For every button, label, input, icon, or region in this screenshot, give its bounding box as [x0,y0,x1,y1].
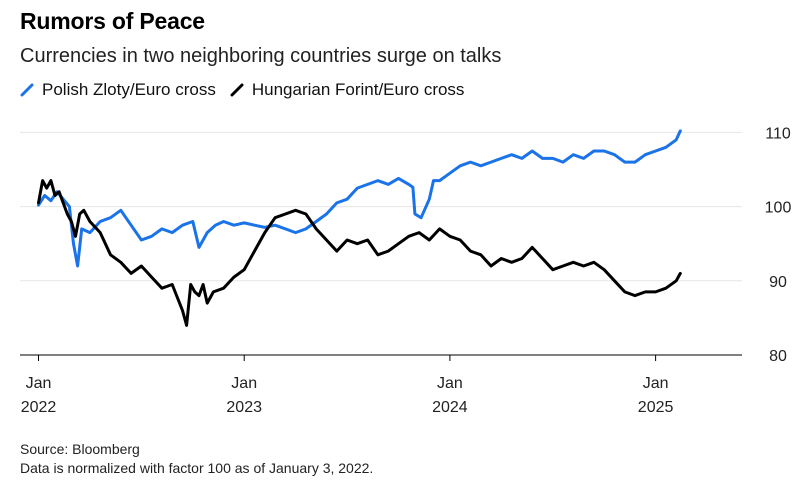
normalization-note: Data is normalized with factor 100 as of… [20,460,374,476]
legend-label-pln: Polish Zloty/Euro cross [42,80,216,99]
x-tick-label-month: Jan [26,375,52,392]
y-tick-label: 90 [769,274,787,291]
y-tick-label: 110 [765,125,791,142]
legend-item-huf: Hungarian Forint/Euro cross [230,80,465,100]
series-line-hungarian-forint [37,179,682,327]
legend-item-pln: Polish Zloty/Euro cross [20,80,216,100]
y-tick-label: 100 [765,200,792,217]
chart-title: Rumors of Peace [20,8,205,34]
x-tick-label-month: Jan [643,375,669,392]
legend-label-huf: Hungarian Forint/Euro cross [251,80,465,99]
x-tick-label-year: 2025 [638,399,674,416]
series-line-polish-zloty [37,129,682,268]
source-note: Source: Bloomberg [20,441,140,457]
legend-swatch-huf [230,83,244,97]
x-tick-label-month: Jan [437,375,463,392]
y-tick-label: 80 [769,348,787,365]
legend-swatch-pln [20,83,34,97]
chart-subtitle: Currencies in two neighboring countries … [20,45,502,67]
legend: Polish Zloty/Euro cross Hungarian Forint… [20,80,478,100]
x-tick-label-year: 2023 [226,399,262,416]
x-tick-label-month: Jan [231,375,257,392]
x-tick-label-year: 2024 [432,399,468,416]
x-tick-label-year: 2022 [21,399,57,416]
